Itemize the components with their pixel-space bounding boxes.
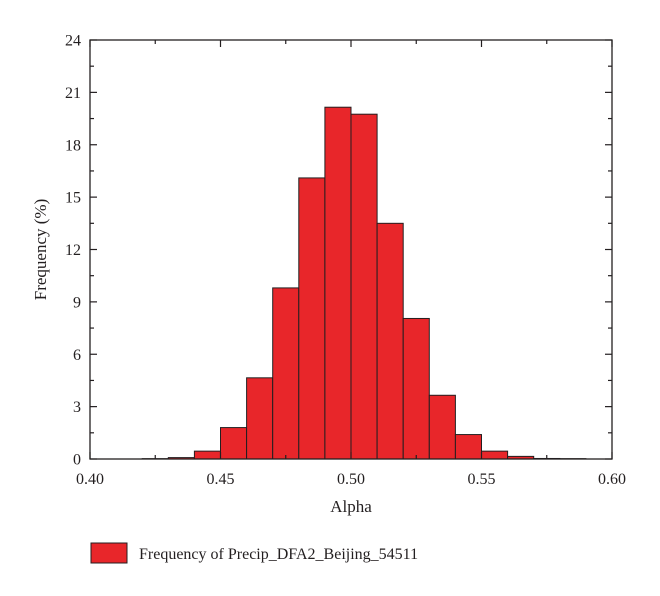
x-axis-title: Alpha — [330, 497, 372, 516]
histogram-bar — [220, 427, 248, 460]
histogram-bar — [193, 450, 221, 460]
y-tick-label: 18 — [65, 137, 81, 154]
histogram-bar — [481, 450, 509, 460]
legend: Frequency of Precip_DFA2_Beijing_54511 — [90, 542, 418, 564]
histogram-bar — [376, 222, 404, 460]
ticks-group — [89, 39, 613, 460]
y-tick-label: 15 — [65, 190, 81, 207]
y-tick-label: 12 — [65, 242, 81, 259]
y-tick-label: 0 — [73, 452, 81, 469]
y-tick-label: 9 — [73, 294, 81, 311]
histogram-bar — [246, 377, 274, 460]
legend-label: Frequency of Precip_DFA2_Beijing_54511 — [139, 546, 418, 563]
histogram-bar — [324, 106, 352, 460]
x-tick-label: 0.60 — [598, 471, 626, 488]
legend-swatch — [90, 542, 128, 564]
y-tick-label: 6 — [73, 347, 81, 364]
x-tick-label: 0.50 — [337, 471, 365, 488]
y-tick-label: 3 — [73, 399, 81, 416]
y-tick-label: 24 — [65, 33, 81, 50]
y-axis-title: Frequency (%) — [31, 199, 50, 301]
histogram-bar — [402, 317, 430, 460]
bars-group — [141, 106, 587, 460]
histogram-bar — [350, 113, 378, 460]
histogram-bar — [298, 177, 326, 460]
tick-labels-group: 0.40 0.45 0.50 0.55 0.60 0 3 6 9 12 15 18 21 24 — [65, 33, 626, 489]
x-tick-label: 0.40 — [76, 471, 104, 488]
x-tick-label: 0.55 — [468, 471, 496, 488]
x-tick-label: 0.45 — [207, 471, 235, 488]
y-tick-label: 21 — [65, 85, 81, 102]
histogram-bar — [454, 434, 482, 460]
histogram-bar — [272, 287, 300, 460]
histogram-bar — [428, 394, 456, 460]
